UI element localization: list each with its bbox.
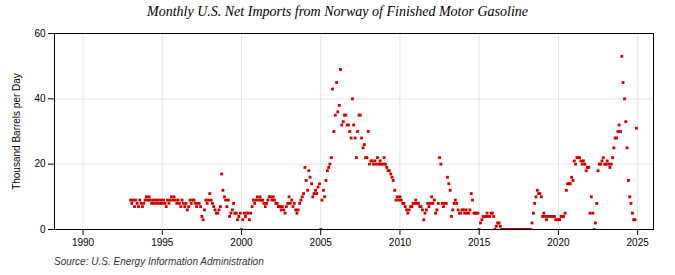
svg-text:60: 60 xyxy=(34,28,46,39)
svg-text:20: 20 xyxy=(34,158,46,169)
svg-text:2015: 2015 xyxy=(468,237,491,248)
svg-text:1995: 1995 xyxy=(151,237,174,248)
svg-text:Thousand Barrels per Day: Thousand Barrels per Day xyxy=(11,73,22,190)
svg-text:40: 40 xyxy=(34,93,46,104)
svg-text:2000: 2000 xyxy=(230,237,253,248)
svg-text:2005: 2005 xyxy=(310,237,333,248)
html-text:Monthly U.S. Net Imports from: Monthly U.S. Net Imports from Norway of … xyxy=(147,4,528,19)
html-text:Source: U.S. Energy Informatio: Source: U.S. Energy Information Administ… xyxy=(54,256,264,267)
svg-text:0: 0 xyxy=(40,224,46,235)
svg-text:2020: 2020 xyxy=(547,237,570,248)
svg-text:2025: 2025 xyxy=(627,237,650,248)
svg-text:1990: 1990 xyxy=(72,237,95,248)
svg-text:2010: 2010 xyxy=(389,237,412,248)
